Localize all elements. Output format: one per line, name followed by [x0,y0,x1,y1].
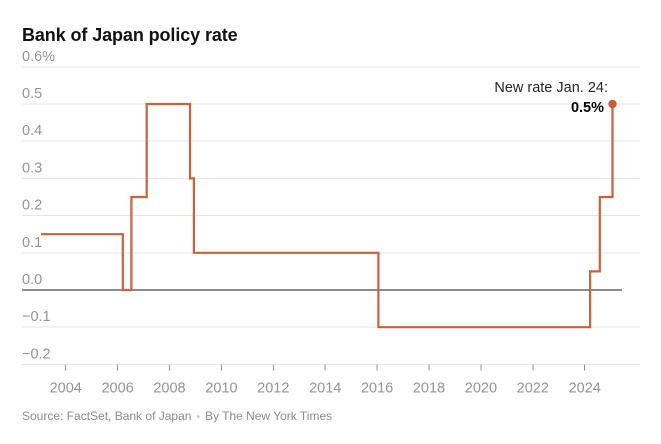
x-tick-label: 2006 [101,381,133,397]
chart-title: Bank of Japan policy rate [22,25,238,45]
source-text: Source: FactSet, Bank of Japan [22,409,192,423]
y-tick-label: 0.0 [22,272,42,288]
y-tick-label: −0.2 [22,346,51,362]
x-tick-label: 2020 [465,381,497,397]
x-tick-label: 2014 [309,381,341,397]
y-tick-label: 0.4 [22,123,42,139]
x-tick-label: 2018 [413,381,445,397]
x-tick-label: 2012 [257,381,289,397]
separator-dot-icon: • [196,412,200,423]
x-tick-label: 2004 [50,381,82,397]
source-line: Source: FactSet, Bank of Japan • By The Ne… [22,409,332,423]
y-tick-label: 0.6% [22,49,55,65]
annotation-new-rate: New rate Jan. 24: 0.5% [494,79,608,118]
annotation-label: New rate Jan. 24: [494,80,608,96]
end-point-dot [608,99,617,109]
x-tick-label: 2022 [517,381,549,397]
x-tick-label: 2010 [205,381,237,397]
y-tick-label: −0.1 [22,309,51,325]
x-tick-label: 2016 [361,381,393,397]
y-tick-label: 0.5 [22,86,42,102]
annotation-value: 0.5% [570,100,604,116]
y-tick-label: 0.1 [22,235,42,251]
y-tick-label: 0.2 [22,198,42,214]
x-tick-label: 2008 [153,381,185,397]
x-tick-label: 2024 [569,381,601,397]
y-tick-label: 0.3 [22,160,42,176]
policy-rate-line [41,102,614,329]
byline-text: By The New York Times [204,409,333,423]
